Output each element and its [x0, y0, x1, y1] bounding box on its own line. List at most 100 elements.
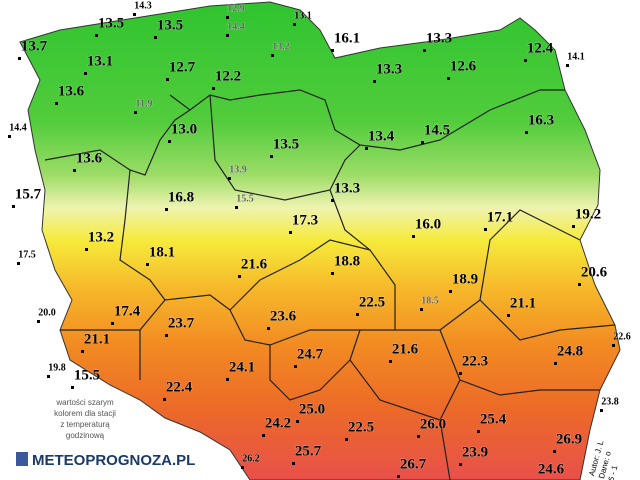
- station-dot: [238, 275, 241, 278]
- station-temperature: 13.0: [171, 121, 197, 137]
- station-dot: [421, 141, 424, 144]
- station-dot: [226, 378, 229, 381]
- station-temperature: 13.2: [272, 41, 290, 52]
- station-dot: [226, 16, 229, 19]
- station-temperature: 15.5: [74, 367, 100, 383]
- station-temperature: 23.9: [462, 444, 488, 460]
- legend-note: wartości szarym kolorem dla stacji z tempe…: [54, 398, 116, 440]
- station-dot: [133, 13, 136, 16]
- station-dot: [270, 155, 273, 158]
- station-dot: [484, 228, 487, 231]
- station-dot: [447, 77, 450, 80]
- station-temperature: 13.6: [76, 150, 103, 166]
- note-line: z temperaturą: [60, 420, 110, 429]
- station-temperature: 17.3: [292, 212, 318, 228]
- station-dot: [165, 208, 168, 211]
- credit-line: 6 - 1: [607, 464, 620, 480]
- station-temperature: 26.7: [400, 456, 427, 472]
- station-temperature: 26.0: [420, 416, 446, 432]
- station-temperature: 13.3: [334, 180, 360, 196]
- station-temperature: 14.4: [227, 21, 245, 32]
- station-temperature: 13.7: [21, 38, 48, 54]
- station-dot: [212, 87, 215, 90]
- station-dot: [449, 290, 452, 293]
- station-temperature: 15.7: [15, 186, 42, 202]
- station-temperature: 22.5: [359, 294, 385, 310]
- station-temperature: 26.9: [556, 431, 582, 447]
- station-dot: [525, 131, 528, 134]
- station-temperature: 24.8: [557, 343, 583, 359]
- station-dot: [578, 283, 581, 286]
- station-temperature: 20.0: [38, 307, 56, 318]
- station-dot: [507, 314, 510, 317]
- station-dot: [17, 262, 20, 265]
- station-dot: [293, 23, 296, 26]
- station-dot: [134, 111, 137, 114]
- station-dot: [420, 308, 423, 311]
- station-temperature: 18.1: [149, 244, 175, 260]
- station-dot: [423, 49, 426, 52]
- station-dot: [18, 57, 21, 60]
- station-dot: [235, 206, 238, 209]
- station-dot: [397, 475, 400, 478]
- station-temperature: 15.5: [236, 193, 254, 204]
- station-temperature: 23.7: [168, 315, 195, 331]
- station-temperature: 13.3: [426, 30, 452, 46]
- station-dot: [12, 205, 15, 208]
- station-temperature: 25.0: [299, 401, 325, 417]
- station-temperature: 26.2: [242, 453, 260, 464]
- station-temperature: 22.4: [166, 379, 193, 395]
- station-dot: [168, 140, 171, 143]
- station-dot: [296, 420, 299, 423]
- station-dot: [154, 36, 157, 39]
- station-temperature: 18.5: [421, 295, 439, 306]
- station-dot: [331, 199, 334, 202]
- station-dot: [331, 49, 334, 52]
- facebook-icon: [16, 452, 28, 466]
- logo: METEOPROGNOZA.PL: [16, 452, 195, 469]
- station-temperature: 17.5: [18, 249, 36, 260]
- station-temperature: 14.4: [9, 122, 27, 133]
- station-temperature: 21.6: [241, 256, 268, 272]
- station-dot: [84, 72, 87, 75]
- station-dot: [294, 365, 297, 368]
- station-temperature: 18.8: [334, 253, 360, 269]
- station-temperature: 13.5: [98, 15, 124, 31]
- station-temperature: 12.9: [227, 3, 245, 14]
- station-dot: [228, 177, 231, 180]
- station-temperature: 12.2: [215, 68, 241, 84]
- station-dot: [331, 272, 334, 275]
- station-dot: [477, 430, 480, 433]
- station-dot: [226, 34, 229, 37]
- station-temperature: 12.4: [527, 40, 554, 56]
- station-dot: [553, 450, 556, 453]
- station-dot: [37, 320, 40, 323]
- station-dot: [111, 322, 114, 325]
- station-dot: [85, 248, 88, 251]
- station-temperature: 23.6: [270, 308, 297, 324]
- station-temperature: 13.9: [229, 164, 247, 175]
- station-temperature: 16.0: [415, 216, 441, 232]
- station-dot: [165, 334, 168, 337]
- station-temperature: 25.7: [295, 443, 322, 459]
- station-dot: [55, 102, 58, 105]
- station-temperature: 20.6: [581, 264, 608, 280]
- note-line: kolorem dla stacji: [54, 409, 116, 418]
- station-dot: [459, 372, 462, 375]
- station-temperature: 13.6: [58, 83, 85, 99]
- station-temperature: 21.1: [510, 295, 536, 311]
- station-temperature: 22.6: [613, 331, 631, 342]
- station-temperature: 14.1: [567, 51, 585, 62]
- station-temperature: 13.1: [87, 53, 113, 69]
- station-dot: [554, 362, 557, 365]
- station-temperature: 13.1: [294, 10, 312, 21]
- station-dot: [292, 462, 295, 465]
- station-dot: [8, 135, 11, 138]
- station-temperature: 18.9: [452, 271, 478, 287]
- station-dot: [73, 169, 76, 172]
- note-line: godzinową: [66, 431, 105, 440]
- station-dot: [356, 313, 359, 316]
- station-dot: [47, 375, 50, 378]
- station-temperature: 23.8: [601, 396, 619, 407]
